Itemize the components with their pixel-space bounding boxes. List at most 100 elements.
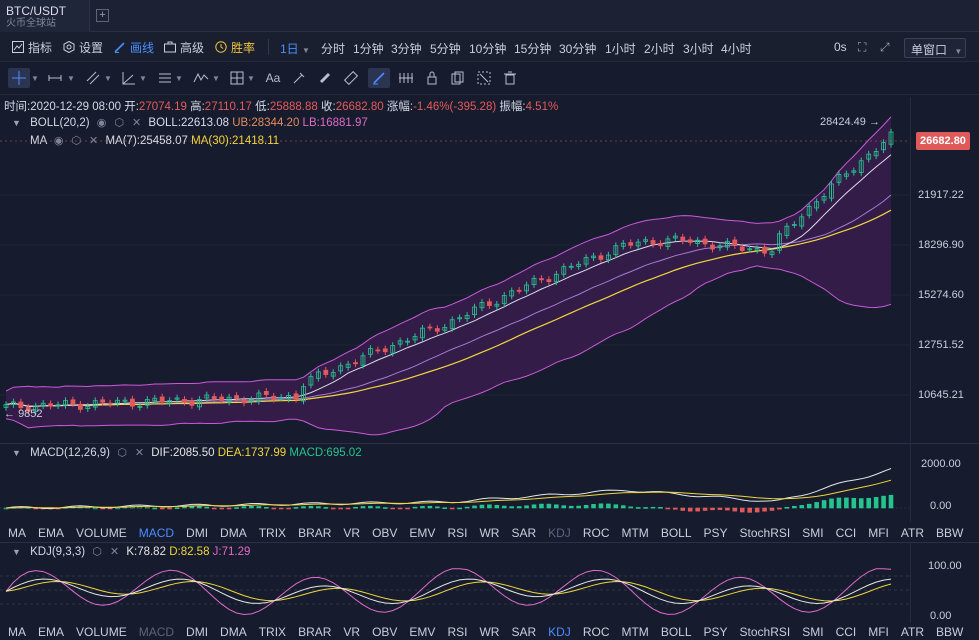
indicator-tab-roc[interactable]: ROC <box>582 625 610 639</box>
indicator-tab-atr[interactable]: ATR <box>900 526 925 540</box>
interval-1h[interactable]: 1小时 <box>605 42 636 56</box>
win-rate-button[interactable]: 胜率 <box>215 39 255 55</box>
gear-icon[interactable]: ⬡ <box>92 546 102 558</box>
angle-tool-icon[interactable] <box>118 68 140 88</box>
advanced-button[interactable]: 高级 <box>164 39 204 55</box>
trash-icon[interactable] <box>499 68 521 88</box>
indicator-tab-kdj[interactable]: KDJ <box>548 526 571 540</box>
indicator-tab-emv[interactable]: EMV <box>409 625 436 639</box>
indicator-tab-mfi[interactable]: MFI <box>868 526 889 540</box>
settings-button[interactable]: 设置 <box>63 39 103 55</box>
draw-mode-icon[interactable] <box>368 68 390 88</box>
indicator-tab-vr[interactable]: VR <box>343 526 361 540</box>
indicator-tab-cci[interactable]: CCI <box>835 625 857 639</box>
interval-2h[interactable]: 2小时 <box>644 42 675 56</box>
indicator-tab-volume[interactable]: VOLUME <box>76 625 127 639</box>
indicator-tab-vr[interactable]: VR <box>343 625 361 639</box>
brush-tool-icon[interactable] <box>288 68 310 88</box>
candlestick-chart[interactable] <box>0 97 910 442</box>
indicator-tab-ema[interactable]: EMA <box>38 625 65 639</box>
indicator-tab-boll[interactable]: BOLL <box>660 526 692 540</box>
indicator-button[interactable]: 指标 <box>12 39 52 55</box>
magnet-tool-icon[interactable] <box>314 68 336 88</box>
draw-button[interactable]: 画线 <box>114 39 154 55</box>
parallel-channel-tool-icon[interactable] <box>82 68 104 88</box>
indicator-tab-emv[interactable]: EMV <box>409 526 436 540</box>
indicator-tab-wr[interactable]: WR <box>479 625 500 639</box>
chevron-down-icon[interactable]: ▼ <box>212 73 220 83</box>
chevron-down-icon[interactable]: ▼ <box>175 73 183 83</box>
interval-3m[interactable]: 3分钟 <box>391 42 422 56</box>
indicator-tab-brar[interactable]: BRAR <box>298 625 332 639</box>
indicator-tab-ema[interactable]: EMA <box>38 526 65 540</box>
interval-30m[interactable]: 30分钟 <box>559 42 597 56</box>
indicator-tab-rsi[interactable]: RSI <box>447 625 468 639</box>
indicator-tab-macd[interactable]: MACD <box>138 526 175 540</box>
indicator-tab-wr[interactable]: WR <box>479 526 500 540</box>
price-axis[interactable] <box>910 97 979 442</box>
fullscreen-icon[interactable]: ⛶ <box>858 40 867 54</box>
crosshair-tool-icon[interactable] <box>8 68 30 88</box>
indicator-tab-trix[interactable]: TRIX <box>258 625 287 639</box>
indicator-tab-psy[interactable]: PSY <box>703 625 728 639</box>
interval-1m[interactable]: 1分钟 <box>353 42 384 56</box>
indicator-tab-bbw[interactable]: BBW <box>936 625 964 639</box>
gear-icon[interactable]: ⬡ <box>117 447 127 459</box>
interval-5m[interactable]: 5分钟 <box>430 42 461 56</box>
expand-icon[interactable]: ⤢ <box>880 40 890 54</box>
collapse-icon[interactable]: ▼ <box>12 547 21 557</box>
close-icon[interactable]: ✕ <box>132 117 142 129</box>
indicator-tab-brar[interactable]: BRAR <box>298 526 332 540</box>
indicator-tab-obv[interactable]: OBV <box>372 526 398 540</box>
indicator-tab-smi[interactable]: SMI <box>802 625 824 639</box>
chevron-down-icon[interactable]: ▼ <box>67 73 75 83</box>
indicator-tab-macd[interactable]: MACD <box>138 625 175 639</box>
indicator-tab-roc[interactable]: ROC <box>582 526 610 540</box>
indicator-tab-stochrsi[interactable]: StochRSI <box>739 526 791 540</box>
eye-icon[interactable]: ◉ <box>96 117 107 129</box>
eye-icon[interactable]: ◉ <box>53 135 64 147</box>
interval-4h[interactable]: 4小时 <box>721 42 752 56</box>
indicator-tab-trix[interactable]: TRIX <box>258 526 287 540</box>
indicator-tab-bbw[interactable]: BBW <box>936 526 964 540</box>
grid-tool-icon[interactable] <box>226 68 248 88</box>
window-mode-select[interactable]: 单窗口 ▼ <box>904 38 966 58</box>
tab-btc-usdt[interactable]: BTC/USDT 火币全球站 <box>0 0 90 32</box>
chevron-down-icon[interactable]: ▼ <box>139 73 147 83</box>
wave-tool-icon[interactable] <box>190 68 212 88</box>
indicator-tab-volume[interactable]: VOLUME <box>76 526 127 540</box>
copy-icon[interactable] <box>446 68 468 88</box>
indicator-tab-boll[interactable]: BOLL <box>660 625 692 639</box>
interval-10m[interactable]: 10分钟 <box>469 42 507 56</box>
collapse-icon[interactable]: ▼ <box>12 118 21 128</box>
horizontal-line-tool-icon[interactable] <box>44 68 66 88</box>
gear-icon[interactable]: ⬡ <box>114 117 124 129</box>
interval-1d[interactable]: 1日 ▼ <box>280 40 310 57</box>
indicator-tab-dmi[interactable]: DMI <box>186 625 209 639</box>
chevron-down-icon[interactable]: ▼ <box>104 73 112 83</box>
indicator-tab-sar[interactable]: SAR <box>511 625 537 639</box>
indicator-tab-obv[interactable]: OBV <box>372 625 398 639</box>
hide-drawings-icon[interactable] <box>473 68 495 88</box>
interval-timeline[interactable]: 分时 <box>321 42 346 56</box>
indicator-tab-psy[interactable]: PSY <box>703 526 728 540</box>
indicator-tab-kdj[interactable]: KDJ <box>548 625 571 639</box>
indicator-tab-rsi[interactable]: RSI <box>447 526 468 540</box>
collapse-icon[interactable]: ▼ <box>12 448 21 458</box>
text-tool-icon[interactable]: Aa <box>265 71 281 85</box>
add-tab-button[interactable]: + <box>96 9 109 22</box>
close-icon[interactable]: ✕ <box>109 546 120 558</box>
indicator-tab-ma[interactable]: MA <box>8 625 26 639</box>
chevron-down-icon[interactable]: ▼ <box>31 73 39 83</box>
macd-chart[interactable] <box>0 462 910 522</box>
indicator-tab-cci[interactable]: CCI <box>835 526 857 540</box>
indicator-tab-mfi[interactable]: MFI <box>868 625 889 639</box>
kdj-chart[interactable] <box>0 560 910 622</box>
interval-3h[interactable]: 3小时 <box>683 42 714 56</box>
indicator-tab-smi[interactable]: SMI <box>802 526 824 540</box>
lock-icon[interactable] <box>421 68 443 88</box>
chevron-down-icon[interactable]: ▼ <box>247 73 255 83</box>
interval-15m[interactable]: 15分钟 <box>514 42 552 56</box>
indicator-tab-atr[interactable]: ATR <box>900 625 925 639</box>
close-icon[interactable]: ✕ <box>89 135 99 147</box>
